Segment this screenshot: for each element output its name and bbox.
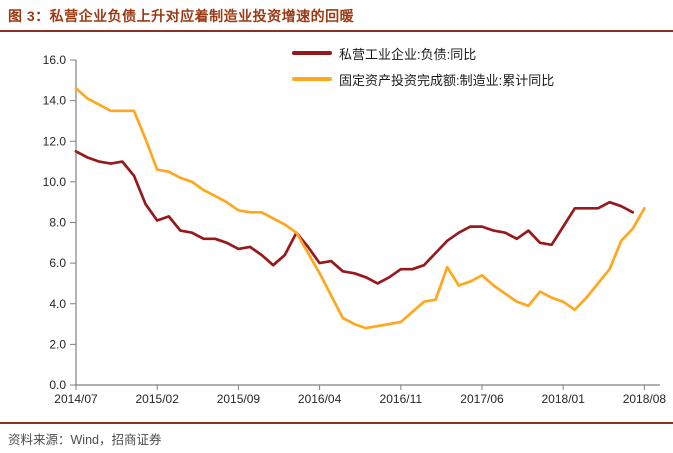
y-tick-label: 8.0 <box>49 216 66 230</box>
figure-title: 图 3：私营企业负债上升对应着制造业投资增速的回暖 <box>8 8 355 24</box>
x-tick-label: 2018/01 <box>542 392 586 406</box>
chart-legend: 私营工业企业:负债:同比 固定资产投资完成额:制造业:累计同比 <box>292 42 554 94</box>
y-tick-label: 2.0 <box>49 337 66 351</box>
legend-label-private-liabilities: 私营工业企业:负债:同比 <box>339 46 477 62</box>
y-tick-label: 6.0 <box>49 256 66 270</box>
x-tick-label: 2015/09 <box>217 392 261 406</box>
y-tick-label: 4.0 <box>49 297 66 311</box>
x-tick-label: 2018/08 <box>623 392 667 406</box>
line-chart: 0.0 2.0 4.0 6.0 8.0 10.0 12.0 14.0 16.0 2014/07 20… <box>43 53 667 406</box>
title-divider <box>0 30 673 32</box>
legend-label-manufacturing-fai: 固定资产投资完成额:制造业:累计同比 <box>339 72 555 88</box>
y-tick-label: 14.0 <box>43 94 67 108</box>
x-tick-label: 2016/04 <box>298 392 342 406</box>
legend-line-dark-red-swatch <box>292 51 332 55</box>
x-tick-label: 2017/06 <box>460 392 504 406</box>
legend-line-orange-swatch <box>292 77 332 81</box>
x-tick-label: 2015/02 <box>136 392 180 406</box>
source-note: 资料来源：Wind，招商证券 <box>8 433 162 447</box>
y-tick-label: 16.0 <box>43 53 67 67</box>
x-tick-label: 2014/07 <box>54 392 98 406</box>
y-tick-label: 12.0 <box>43 134 67 148</box>
y-tick-label: 10.0 <box>43 175 67 189</box>
series-line-0 <box>74 150 635 285</box>
footer-divider <box>0 422 673 424</box>
x-tick-label: 2016/11 <box>380 392 423 406</box>
series-line-1 <box>74 87 646 330</box>
y-tick-label: 0.0 <box>49 378 66 392</box>
legend-item-manufacturing-fai: 固定资产投资完成额:制造业:累计同比 <box>292 68 554 90</box>
legend-item-private-liabilities: 私营工业企业:负债:同比 <box>292 42 554 64</box>
